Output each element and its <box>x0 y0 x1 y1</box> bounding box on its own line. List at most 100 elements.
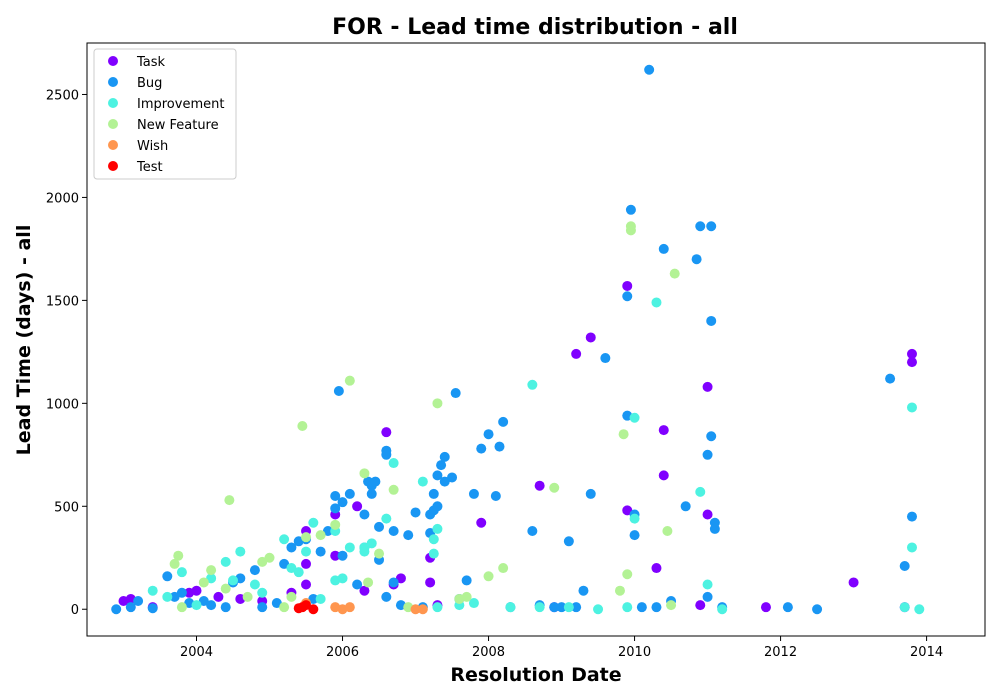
data-point <box>250 565 260 575</box>
data-point <box>374 549 384 559</box>
data-point <box>484 429 494 439</box>
legend-marker <box>108 77 118 87</box>
data-point <box>192 586 202 596</box>
data-point <box>710 524 720 534</box>
data-point <box>381 514 391 524</box>
data-point <box>345 376 355 386</box>
data-point <box>381 427 391 437</box>
data-point <box>257 588 267 598</box>
data-point <box>308 604 318 614</box>
data-point <box>429 489 439 499</box>
data-point <box>177 602 187 612</box>
y-tick-label: 2000 <box>46 191 79 206</box>
data-point <box>133 596 143 606</box>
data-point <box>206 565 216 575</box>
data-point <box>301 547 311 557</box>
x-axis-label: Resolution Date <box>450 664 621 686</box>
data-point <box>338 551 348 561</box>
data-point <box>389 526 399 536</box>
x-tick-label: 2010 <box>618 645 651 660</box>
legend-label: Test <box>136 160 163 175</box>
legend-marker <box>108 56 118 66</box>
data-point <box>301 532 311 542</box>
data-point <box>462 575 472 585</box>
data-point <box>703 580 713 590</box>
data-point <box>432 602 442 612</box>
data-point <box>535 602 545 612</box>
data-point <box>308 518 318 528</box>
data-point <box>257 602 267 612</box>
data-point <box>411 507 421 517</box>
data-point <box>494 442 504 452</box>
data-point <box>451 388 461 398</box>
data-point <box>914 604 924 614</box>
data-point <box>505 602 515 612</box>
data-point <box>659 425 669 435</box>
data-point <box>228 575 238 585</box>
data-point <box>681 501 691 511</box>
data-point <box>213 592 223 602</box>
data-point <box>630 514 640 524</box>
data-point <box>484 571 494 581</box>
data-point <box>571 349 581 359</box>
legend-marker <box>108 98 118 108</box>
legend-label: Task <box>136 55 166 70</box>
data-point <box>564 602 574 612</box>
data-point <box>381 592 391 602</box>
data-point <box>462 592 472 602</box>
data-point <box>907 542 917 552</box>
data-point <box>381 446 391 456</box>
data-point <box>644 65 654 75</box>
data-point <box>662 526 672 536</box>
data-point <box>615 586 625 596</box>
data-point <box>549 483 559 493</box>
data-point <box>425 577 435 587</box>
data-point <box>250 580 260 590</box>
data-point <box>491 491 501 501</box>
data-point <box>279 602 289 612</box>
data-point <box>352 580 362 590</box>
data-point <box>330 520 340 530</box>
data-point <box>177 567 187 577</box>
data-point <box>498 563 508 573</box>
data-point <box>900 602 910 612</box>
data-point <box>111 604 121 614</box>
data-point <box>476 518 486 528</box>
data-point <box>177 588 187 598</box>
data-point <box>651 563 661 573</box>
data-point <box>429 549 439 559</box>
data-point <box>885 374 895 384</box>
data-point <box>695 487 705 497</box>
data-point <box>279 534 289 544</box>
data-point <box>666 600 676 610</box>
data-point <box>703 450 713 460</box>
data-point <box>695 221 705 231</box>
data-point <box>706 221 716 231</box>
data-point <box>148 603 158 613</box>
data-point <box>389 577 399 587</box>
data-point <box>717 604 727 614</box>
data-point <box>243 592 253 602</box>
x-tick-label: 2012 <box>764 645 797 660</box>
data-point <box>363 577 373 587</box>
data-point <box>626 205 636 215</box>
x-tick-label: 2004 <box>180 645 213 660</box>
data-point <box>389 458 399 468</box>
data-point <box>345 602 355 612</box>
data-point <box>367 489 377 499</box>
data-point <box>498 417 508 427</box>
data-point <box>622 291 632 301</box>
y-tick-label: 2500 <box>46 88 79 103</box>
data-point <box>630 413 640 423</box>
data-point <box>535 481 545 491</box>
y-tick-label: 500 <box>54 500 79 515</box>
legend-label: Bug <box>137 76 162 91</box>
data-point <box>783 602 793 612</box>
legend-label: Improvement <box>137 97 224 112</box>
data-point <box>432 398 442 408</box>
data-point <box>389 485 399 495</box>
data-point <box>670 269 680 279</box>
data-point <box>578 586 588 596</box>
legend-marker <box>108 161 118 171</box>
data-point <box>432 501 442 511</box>
